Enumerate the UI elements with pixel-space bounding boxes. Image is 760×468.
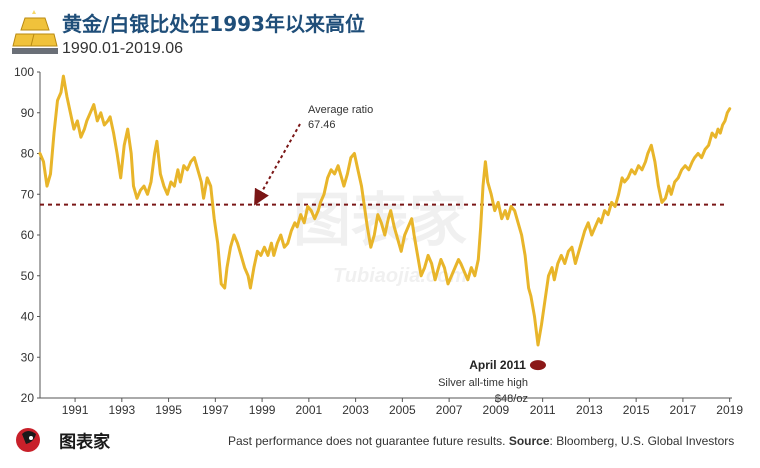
x-tick-label: 1995 — [155, 403, 182, 417]
brand-head-icon — [16, 428, 40, 452]
average-ratio-arrow — [254, 123, 301, 206]
x-tick-label: 2007 — [436, 403, 463, 417]
watermark-url: Tubiaojia.com — [333, 265, 467, 287]
silver-high-marker — [529, 360, 546, 371]
y-tick-label: 50 — [21, 269, 35, 283]
y-tick-label: 30 — [21, 350, 35, 364]
footnote-source: : Bloomberg, U.S. Global Investors — [549, 434, 735, 448]
x-tick-label: 2015 — [623, 403, 650, 417]
average-ratio-value: 67.46 — [308, 119, 336, 131]
y-tick-label: 80 — [21, 147, 35, 161]
x-tick-label: 2017 — [670, 403, 697, 417]
x-tick-label: 1993 — [108, 403, 135, 417]
chart-title: 黄金/白银比处在1993年以来高位 — [62, 12, 365, 36]
gold-bars-icon — [12, 10, 58, 54]
y-tick-label: 70 — [21, 187, 35, 201]
x-tick-label: 1991 — [62, 403, 89, 417]
annotation-title: April 2011 — [469, 358, 526, 372]
x-tick-label: 2019 — [716, 403, 743, 417]
annotation-line1: Silver all-time high — [438, 377, 528, 389]
average-ratio-label: Average ratio — [308, 104, 373, 116]
x-tick-label: 2013 — [576, 403, 603, 417]
brand-logo: 图表家 — [14, 424, 110, 456]
y-tick-label: 90 — [21, 106, 35, 120]
brand-name: 图表家 — [59, 432, 111, 453]
y-tick-label: 60 — [21, 228, 35, 242]
x-tick-label: 2011 — [530, 403, 556, 417]
y-tick-label: 40 — [21, 310, 35, 324]
x-tick-label: 2003 — [342, 403, 369, 417]
footnote: Past performance does not guarantee futu… — [228, 434, 734, 448]
x-tick-label: 1997 — [202, 403, 229, 417]
y-tick-label: 20 — [21, 391, 35, 405]
chart-subtitle: 1990.01-2019.06 — [62, 40, 183, 57]
series-line — [38, 74, 732, 347]
footnote-source-label: Source — [508, 434, 550, 448]
x-tick-label: 2005 — [389, 403, 416, 417]
annotation-line2: $48/oz — [495, 393, 528, 405]
x-tick-label: 2009 — [483, 403, 510, 417]
y-tick-label: 100 — [14, 65, 34, 79]
footnote-disclaimer: Past performance does not guarantee futu… — [228, 434, 506, 448]
x-tick-label: 1999 — [249, 403, 276, 417]
watermark-text: 图表家 — [293, 188, 467, 253]
x-tick-label: 2001 — [295, 403, 322, 417]
watermark: 图表家 Tubiaojia.com — [293, 188, 467, 287]
